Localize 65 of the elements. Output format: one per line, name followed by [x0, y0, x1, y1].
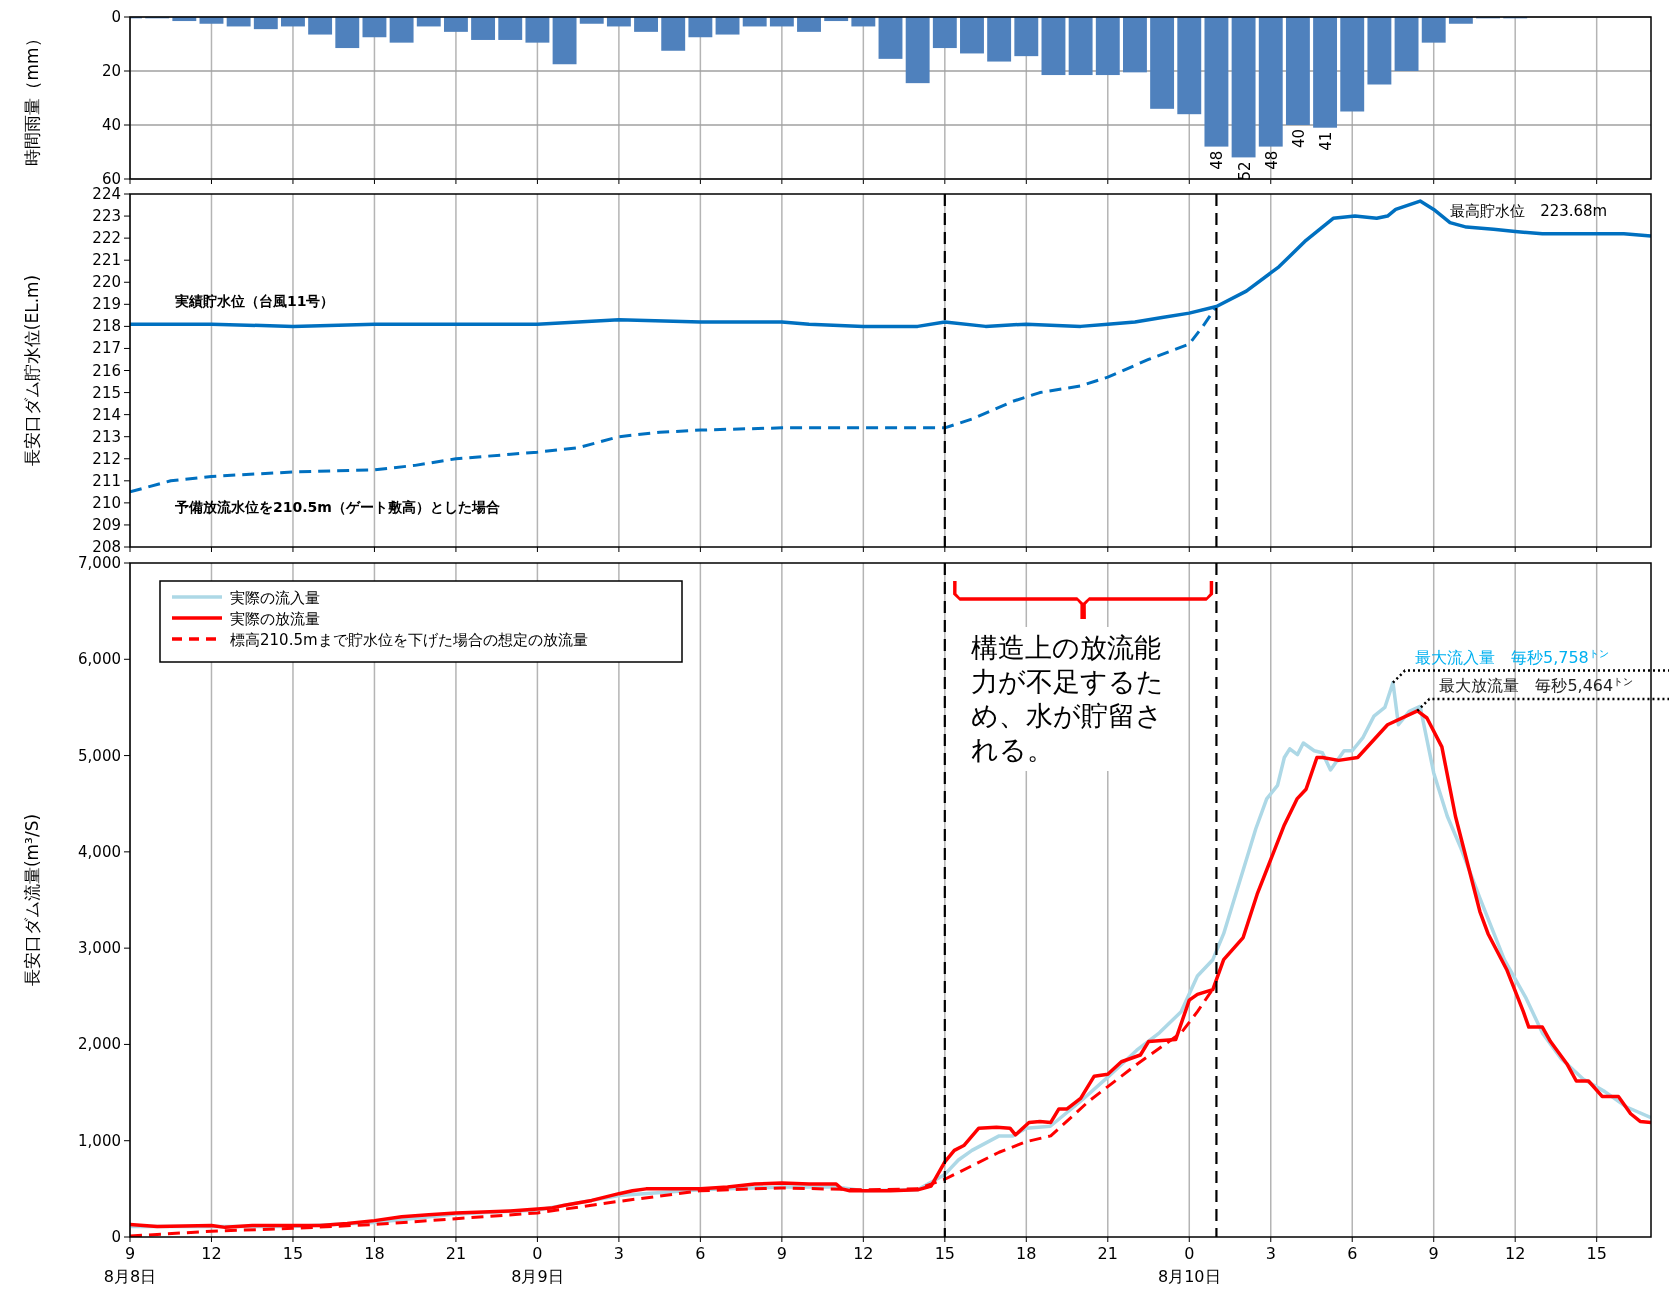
y-tick-label: 224: [92, 185, 121, 203]
y-tick-label: 217: [92, 339, 121, 358]
y-tick-label: 3,000: [78, 939, 121, 958]
x-tick-label: 3: [613, 1244, 624, 1263]
x-tick-label: 9: [1428, 1244, 1439, 1263]
y-tick-label: 219: [92, 295, 121, 314]
y-tick-label: 214: [92, 405, 121, 424]
data-label: 41: [1317, 131, 1336, 151]
y-tick-label: 209: [92, 515, 121, 534]
y-tick-label: 213: [92, 427, 121, 446]
annotation: 最大流入量 毎秒5,758$^{トン}$: [1414, 646, 1609, 667]
y-tick-label: 221: [92, 251, 121, 270]
legend-label: 標高210.5mまで貯水位を下げた場合の想定の放流量: [230, 631, 588, 649]
y-axis-title: 長安口ダム流量(m³/S): [22, 813, 42, 987]
data-label: 40: [1289, 129, 1308, 149]
y-tick-label: 218: [92, 317, 121, 336]
y-tick-label: 40: [101, 116, 121, 134]
y-tick-label: 20: [101, 62, 121, 80]
y-axis-title: 時間雨量（mm）: [22, 30, 42, 166]
y-tick-label: 220: [92, 273, 121, 292]
y-axis-title: 長安口ダム貯水位(EL.m): [22, 274, 42, 467]
x-tick-label: 0 8月9日: [511, 1244, 564, 1286]
y-tick-label: 222: [92, 229, 121, 248]
x-tick-label: 12: [853, 1244, 874, 1263]
x-tick-label: 6: [1347, 1244, 1358, 1263]
y-tick-label: 7,000: [78, 554, 121, 572]
x-tick-label: 0 8月10日: [1157, 1244, 1221, 1286]
y-tick-label: 0: [111, 1228, 121, 1246]
y-tick-label: 211: [92, 471, 121, 490]
x-tick-label: 9: [776, 1244, 787, 1263]
x-tick-label: 9 8月8日: [103, 1244, 157, 1286]
x-tick-label: 21: [1097, 1244, 1118, 1263]
series-label: 実績貯水位（台風11号）: [175, 293, 335, 310]
x-tick-label: 18: [1016, 1244, 1037, 1263]
y-tick-label: 2,000: [78, 1035, 121, 1054]
y-tick-label: 223: [92, 207, 121, 226]
y-tick-label: 212: [92, 449, 121, 468]
x-tick-label: 21: [445, 1244, 467, 1263]
series-label: 予備放流水位を210.5m（ゲート敷高）とした場合: [174, 498, 500, 515]
y-tick-label: 60: [101, 170, 121, 188]
x-tick-label: 15: [282, 1244, 304, 1263]
legend-label: 実際の放流量: [230, 610, 320, 628]
y-tick-label: 208: [92, 538, 121, 556]
annotation: 構造上の放流能力が不足するため、水が貯留される。: [956, 627, 1181, 771]
y-tick-label: 1,000: [78, 1131, 121, 1150]
x-tick-label: 15: [1586, 1244, 1607, 1263]
y-tick-label: 0: [111, 8, 121, 26]
data-label: 48: [1262, 150, 1281, 170]
data-label: 52: [1235, 161, 1254, 181]
annotation: 最高貯水位 223.68m: [1450, 202, 1608, 221]
annotation: 最大放流量 毎秒5,464$^{トン}$: [1439, 674, 1634, 695]
y-tick-label: 6,000: [78, 650, 121, 669]
y-tick-label: 5,000: [78, 746, 121, 765]
y-tick-label: 210: [92, 493, 121, 512]
y-tick-label: 216: [92, 361, 121, 380]
x-tick-label: 12: [201, 1244, 222, 1263]
data-label: 48: [1208, 150, 1227, 170]
x-tick-label: 6: [695, 1244, 706, 1263]
x-tick-label: 3: [1265, 1244, 1276, 1263]
x-tick-label: 18: [364, 1244, 385, 1263]
y-tick-label: 215: [92, 383, 121, 402]
x-tick-label: 12: [1505, 1244, 1526, 1263]
legend-label: 実際の流入量: [230, 589, 320, 607]
y-tick-label: 4,000: [78, 842, 121, 861]
x-tick-label: 15: [934, 1244, 955, 1263]
